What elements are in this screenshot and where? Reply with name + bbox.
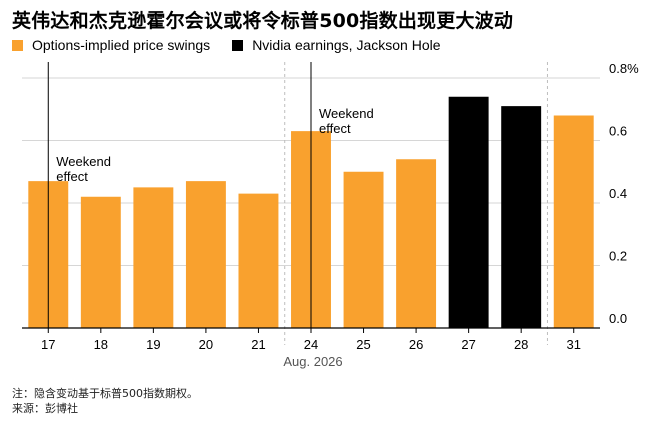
x-tick-label: 19: [146, 337, 160, 352]
bar: [501, 106, 542, 328]
y-tick-label: 0.8%: [609, 61, 639, 76]
legend-swatch-black: [232, 39, 244, 51]
legend-swatch-orange: [12, 39, 23, 51]
bar: [238, 193, 279, 328]
bar: [80, 196, 121, 328]
x-tick-label: 24: [304, 337, 318, 352]
x-axis-month-label: Aug. 2026: [283, 354, 342, 369]
legend-label-options: Options-implied price swings: [32, 37, 211, 53]
bar: [343, 171, 384, 328]
x-tick-label: 28: [514, 337, 528, 352]
bar: [396, 159, 437, 328]
chart-title: 英伟达和杰克逊霍尔会议或将令标普500指数出现更大波动: [12, 10, 514, 32]
annotation-text-line: Weekend: [56, 154, 111, 169]
bar: [553, 115, 594, 328]
legend-item-events: Nvidia earnings, Jackson Hole: [232, 37, 441, 53]
annotation-text-line: Weekend: [319, 106, 374, 121]
y-tick-label: 0.4: [609, 186, 627, 201]
y-tick-label: 0.0: [609, 311, 627, 326]
footnote: 注：隐含变动基于标普500指数期权。: [12, 387, 198, 400]
bar: [133, 187, 174, 328]
source-note: 来源：彭博社: [12, 402, 78, 415]
annotation-text: Weekend effect: [319, 106, 374, 136]
bar: [448, 96, 489, 328]
x-tick-label: 18: [94, 337, 108, 352]
x-tick-label: 17: [41, 337, 55, 352]
y-tick-label: 0.6: [609, 124, 627, 139]
annotation-text-line: effect: [56, 169, 88, 184]
x-tick-label: 20: [199, 337, 213, 352]
x-tick-label: 31: [566, 337, 580, 352]
legend-item-options: Options-implied price swings: [12, 37, 210, 53]
footer: 注：隐含变动基于标普500指数期权。 来源：彭博社: [12, 386, 198, 416]
x-tick-label: 26: [409, 337, 423, 352]
x-tick-label: 27: [461, 337, 475, 352]
annotation-text-line: effect: [319, 121, 351, 136]
legend-label-events: Nvidia earnings, Jackson Hole: [252, 37, 441, 53]
bar: [185, 181, 226, 328]
x-tick-label: 25: [356, 337, 370, 352]
annotation-text: Weekend effect: [56, 154, 111, 184]
y-tick-label: 0.2: [609, 249, 627, 264]
x-tick-label: 21: [251, 337, 265, 352]
legend: Options-implied price swings Nvidia earn…: [12, 37, 463, 53]
